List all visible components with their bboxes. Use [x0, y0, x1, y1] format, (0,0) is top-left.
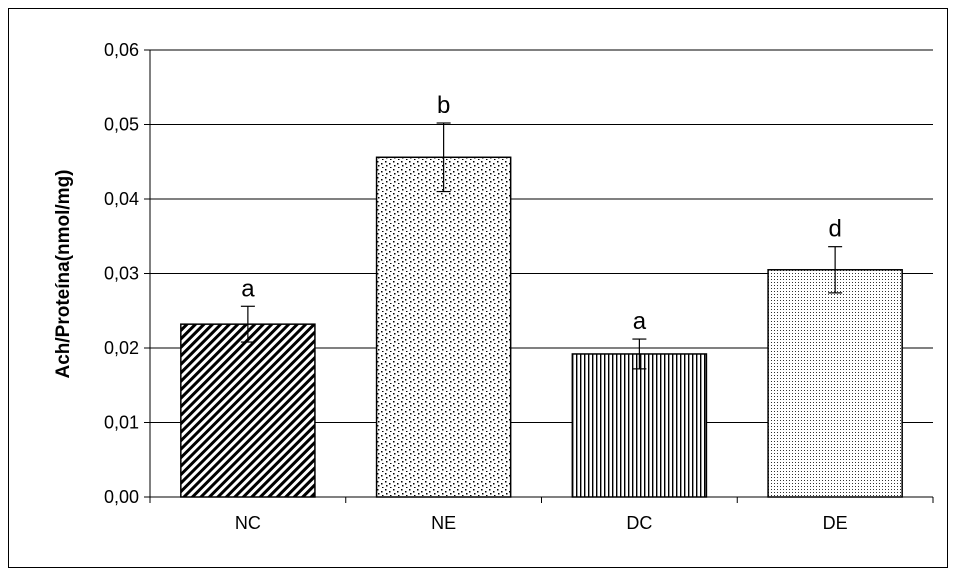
y-axis-label: Ach/Proteína(nmol/mg)	[53, 169, 74, 378]
bar-nc	[180, 323, 316, 498]
y-tick-label: 0,05	[104, 115, 139, 135]
y-tick-label: 0,06	[104, 40, 139, 60]
y-tick-label: 0,00	[104, 487, 139, 507]
x-tick-label: DE	[823, 513, 848, 533]
x-tick-label: NE	[431, 513, 456, 533]
y-tick-label: 0,04	[104, 189, 139, 209]
y-tick-label: 0,03	[104, 264, 139, 284]
axes	[144, 49, 934, 503]
bar-ne	[375, 156, 512, 498]
significance-label: a	[633, 308, 647, 335]
x-tick-label: DC	[626, 513, 652, 533]
bar-dc	[571, 353, 708, 498]
y-tick-label: 0,02	[104, 338, 139, 358]
bars	[180, 122, 903, 498]
significance-label: a	[241, 275, 255, 302]
bar-de	[767, 269, 903, 498]
chart-frame	[8, 8, 948, 568]
x-tick-label: NC	[235, 513, 261, 533]
significance-label: d	[828, 216, 841, 243]
labels: 0,00 0,01 0,02 0,03 0,04 0,05 0,06 a NC b NE a DC d DE	[104, 40, 848, 533]
significance-label: b	[437, 92, 450, 119]
y-tick-label: 0,01	[104, 413, 139, 433]
